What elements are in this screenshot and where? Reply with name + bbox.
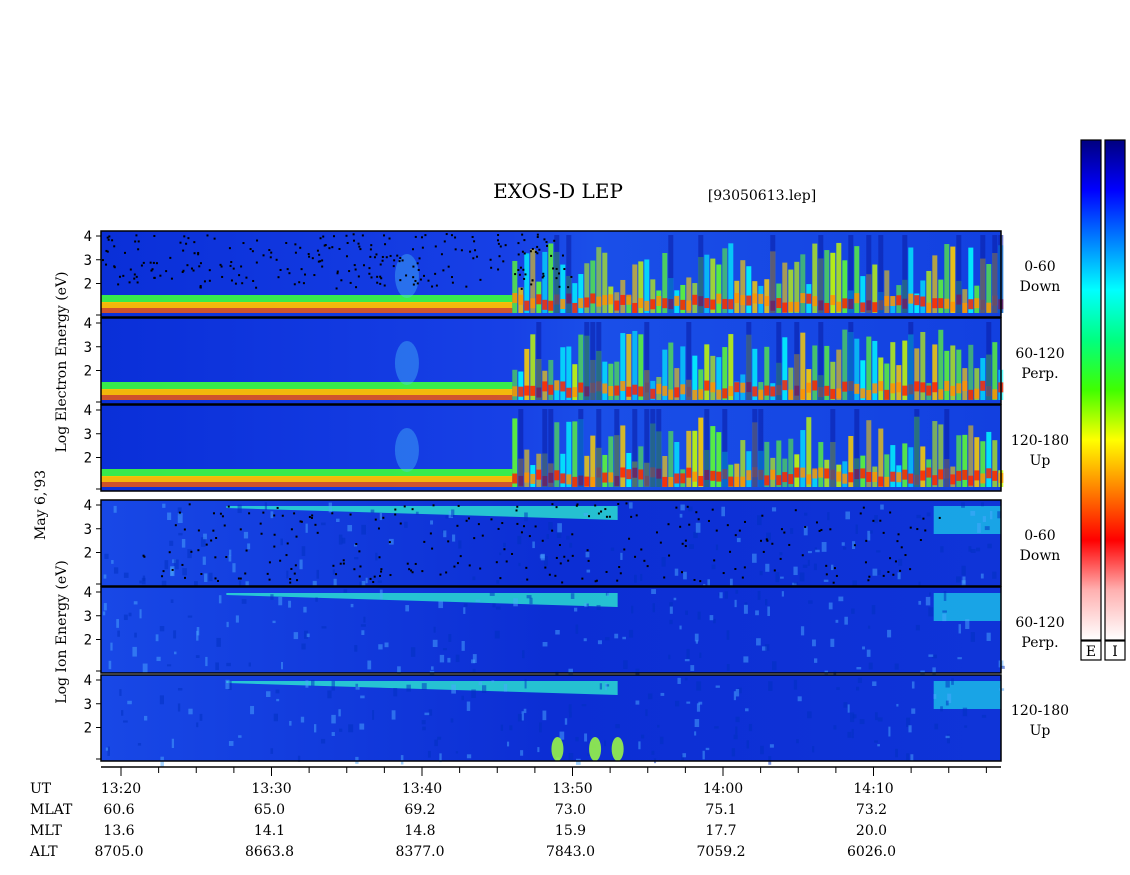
x-ut-value: 14:00	[703, 781, 743, 797]
panel-5-ion	[100, 586, 1005, 681]
y-tick-label: 4	[84, 316, 92, 332]
y-tick-label: 3	[84, 253, 92, 269]
y-axis-4: 4 3 2	[84, 498, 101, 585]
x-mlat-value: 60.6	[103, 802, 134, 818]
y-tick-label: 4	[84, 498, 92, 514]
panel-direction-label: Up	[1030, 723, 1051, 739]
x-row-label: UT	[30, 781, 52, 797]
y-tick-label: 3	[84, 427, 92, 443]
colorbar-label: E	[1086, 644, 1096, 660]
ion-ylabel: Log Ion Energy (eV)	[54, 560, 70, 703]
spectrogram-texture	[101, 409, 1004, 487]
x-mlat-value: 69.2	[404, 802, 435, 818]
x-mlat-value: 65.0	[254, 802, 285, 818]
y-tick-label: 2	[84, 546, 92, 562]
panel-direction-label: Perp.	[1021, 635, 1058, 651]
panel-range-label: 0-60	[1024, 259, 1055, 275]
panel-range-label: 0-60	[1024, 528, 1055, 544]
x-ut-value: 13:40	[402, 781, 442, 797]
file-label: [93050613.lep]	[708, 188, 816, 204]
x-alt-value: 8377.0	[396, 844, 445, 860]
spectrogram-texture	[105, 677, 1005, 767]
spectrogram-texture	[101, 233, 1004, 313]
x-row-label: MLAT	[30, 802, 73, 818]
y-axis-5: 4 3 2	[84, 585, 101, 672]
spectrogram-texture	[103, 502, 1001, 590]
panel-2-electron	[100, 317, 1004, 405]
panel-frame	[100, 674, 1002, 762]
x-ut-value: 13:50	[552, 781, 592, 797]
y-tick-label: 4	[84, 229, 92, 245]
y-tick-label: 3	[84, 522, 92, 538]
x-alt-value: 8663.8	[245, 844, 294, 860]
y-axis-3: 4 3 2	[84, 403, 101, 490]
y-tick-label: 3	[84, 697, 92, 713]
panel-direction-label: Up	[1030, 453, 1051, 469]
x-alt-value: 6026.0	[847, 844, 896, 860]
x-alt-value: 8705.0	[95, 844, 144, 860]
panel-4-ion	[100, 499, 1002, 590]
y-tick-label: 2	[84, 364, 92, 380]
x-mlt-value: 15.9	[555, 823, 586, 839]
x-mlt-value: 17.7	[705, 823, 736, 839]
colorbar-i: I	[1104, 139, 1126, 661]
y-tick-label: 4	[84, 403, 92, 419]
chart-title: EXOS-D LEP	[493, 179, 623, 203]
spectrogram-texture	[102, 589, 1005, 681]
x-row-label: ALT	[29, 844, 58, 860]
y-axis-2: 4 3 2	[84, 316, 101, 403]
x-row-label: MLT	[30, 823, 62, 839]
panel-6-ion	[100, 674, 1005, 767]
x-ut-value: 14:10	[853, 781, 893, 797]
electron-ylabel: Log Electron Energy (eV)	[54, 271, 70, 452]
date-label: May 6,'93	[33, 470, 49, 540]
panel-direction-label: Down	[1020, 548, 1061, 564]
y-tick-label: 3	[84, 340, 92, 356]
y-tick-label: 4	[84, 673, 92, 689]
y-axis-6: 4 3 2	[84, 673, 101, 760]
x-mlat-value: 73.2	[856, 802, 887, 818]
y-axis-1: 4 3 2	[84, 229, 101, 316]
panel-frame	[100, 499, 1002, 587]
x-mlat-value: 75.1	[705, 802, 736, 818]
colorbar-e: E	[1080, 139, 1102, 661]
panel-frame	[100, 317, 1002, 405]
y-tick-label: 2	[84, 277, 92, 293]
x-ut-value: 13:20	[101, 781, 141, 797]
y-tick-label: 3	[84, 609, 92, 625]
y-tick-label: 2	[84, 633, 92, 649]
spectrogram-texture	[101, 322, 1004, 400]
panel-range-label: 120-180	[1011, 703, 1069, 719]
panel-range-label: 60-120	[1015, 346, 1064, 362]
panel-range-label: 120-180	[1011, 433, 1069, 449]
panel-direction-label: Perp.	[1021, 366, 1058, 382]
y-tick-label: 2	[84, 451, 92, 467]
panel-direction-label: Down	[1020, 279, 1061, 295]
x-alt-value: 7059.2	[697, 844, 746, 860]
x-mlt-value: 14.1	[254, 823, 285, 839]
y-tick-label: 4	[84, 585, 92, 601]
x-alt-value: 7843.0	[546, 844, 595, 860]
panel-frame	[100, 230, 1002, 318]
panel-3-electron	[100, 404, 1004, 492]
x-mlt-value: 14.8	[404, 823, 435, 839]
panel-frame	[100, 404, 1002, 492]
x-ut-value: 13:30	[251, 781, 291, 797]
x-mlat-value: 73.0	[555, 802, 586, 818]
x-mlt-value: 13.6	[103, 823, 134, 839]
panel-1-electron	[100, 230, 1004, 318]
panel-frame	[100, 586, 1002, 674]
colorbar-label: I	[1112, 644, 1118, 660]
panel-range-label: 60-120	[1015, 615, 1064, 631]
y-tick-label: 2	[84, 721, 92, 737]
x-mlt-value: 20.0	[856, 823, 887, 839]
